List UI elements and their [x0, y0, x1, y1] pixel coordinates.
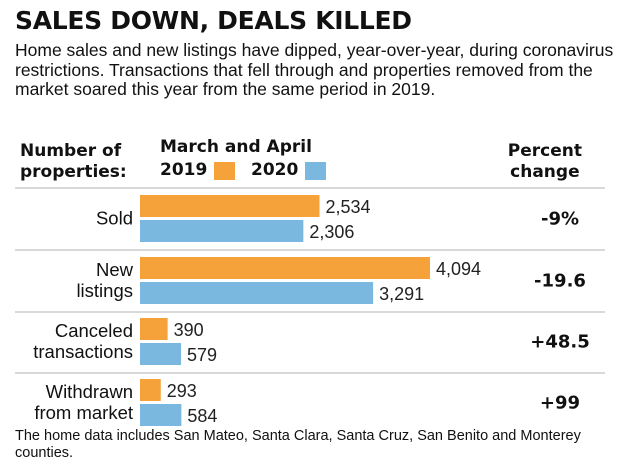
percent-change: -9% [541, 209, 579, 230]
header-left-line-2: properties: [20, 162, 127, 182]
footnote: The home data includes San Mateo, Santa … [15, 428, 581, 461]
bar-2019 [140, 379, 161, 401]
bar-2020 [140, 343, 182, 365]
category-label: transactions [33, 341, 133, 362]
percent-change: +48.5 [530, 332, 590, 353]
bar-2019 [140, 195, 320, 217]
bar-2020 [140, 282, 374, 304]
header-left-line-1: Number of [20, 141, 122, 161]
value-label-2020: 584 [187, 406, 217, 426]
bar-2020 [140, 220, 304, 242]
value-label-2019: 390 [174, 320, 204, 340]
legend-item-2020: 2020 [251, 160, 327, 181]
header-period: March and April [160, 137, 312, 157]
category-label: Canceled [55, 320, 133, 341]
legend-swatch-2020 [305, 161, 327, 180]
percent-change: +99 [540, 393, 580, 414]
category-label: New [96, 259, 134, 280]
legend-label-2019: 2019 [160, 160, 208, 180]
value-label-2020: 579 [187, 345, 217, 365]
header-right: Percent change [508, 141, 582, 183]
chart-subtitle: Home sales and new listings have dipped,… [15, 40, 614, 99]
category-label: Sold [96, 208, 133, 229]
header-right-line-2: change [510, 162, 580, 182]
bar-2019 [140, 257, 430, 279]
category-label: from market [34, 402, 133, 423]
value-label-2019: 2,534 [325, 197, 370, 217]
bar-2019 [140, 318, 168, 340]
category-label: listings [76, 280, 133, 301]
category-label: Withdrawn [46, 381, 133, 402]
header-left: Number of properties: [20, 141, 127, 183]
value-label-2020: 2,306 [309, 222, 354, 242]
percent-change: -19.6 [534, 271, 586, 292]
chart-title: SALES DOWN, DEALS KILLED [15, 6, 412, 35]
header-right-line-1: Percent [507, 141, 582, 161]
value-label-2020: 3,291 [379, 284, 424, 304]
bar-2020 [140, 404, 182, 426]
legend-item-2019: 2019 [160, 160, 236, 181]
legend-swatch-2019 [214, 161, 236, 180]
value-label-2019: 4,094 [436, 259, 481, 279]
value-label-2019: 293 [167, 381, 197, 401]
legend-label-2020: 2020 [251, 160, 299, 180]
